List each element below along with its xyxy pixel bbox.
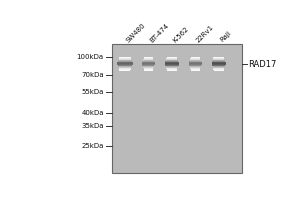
Bar xyxy=(165,64,179,65)
Bar xyxy=(190,66,201,67)
Bar xyxy=(118,65,132,66)
Text: 25kDa: 25kDa xyxy=(81,143,104,149)
Bar xyxy=(166,59,177,60)
Text: 70kDa: 70kDa xyxy=(81,72,104,78)
Bar xyxy=(144,57,153,58)
Bar xyxy=(190,60,201,61)
Bar xyxy=(144,57,153,58)
Text: Raji: Raji xyxy=(219,30,232,43)
Bar xyxy=(117,63,133,64)
Bar xyxy=(190,57,200,58)
Text: 55kDa: 55kDa xyxy=(81,89,104,95)
Bar xyxy=(165,63,179,64)
Bar xyxy=(165,65,178,66)
Bar xyxy=(118,61,132,62)
Bar xyxy=(166,67,178,68)
Bar xyxy=(190,68,200,69)
Bar xyxy=(190,67,200,68)
Bar xyxy=(189,61,201,62)
Bar xyxy=(165,61,178,62)
Bar xyxy=(213,66,225,67)
Bar xyxy=(167,70,177,71)
Bar xyxy=(214,57,224,58)
Text: K-562: K-562 xyxy=(172,25,190,43)
Bar xyxy=(117,62,133,63)
Bar xyxy=(212,63,226,64)
Bar xyxy=(119,69,130,70)
Bar xyxy=(119,57,130,58)
Bar xyxy=(118,66,132,67)
Text: 100kDa: 100kDa xyxy=(76,54,104,60)
Bar xyxy=(213,58,224,59)
Bar xyxy=(143,58,153,59)
Text: SW480: SW480 xyxy=(125,22,147,43)
Bar xyxy=(190,57,200,58)
Bar xyxy=(143,60,154,61)
Bar xyxy=(119,59,131,60)
Bar xyxy=(166,60,178,61)
Text: RAD17: RAD17 xyxy=(248,60,276,69)
Bar xyxy=(212,61,225,62)
Bar xyxy=(167,58,177,59)
Bar xyxy=(214,70,224,71)
Bar xyxy=(189,62,202,63)
Text: 35kDa: 35kDa xyxy=(81,123,104,129)
Bar xyxy=(142,61,154,62)
Bar xyxy=(213,59,224,60)
Bar xyxy=(213,60,225,61)
Bar xyxy=(212,65,225,66)
Bar xyxy=(144,70,153,71)
Bar xyxy=(212,64,226,65)
Bar xyxy=(190,58,200,59)
Bar xyxy=(189,64,202,65)
Bar xyxy=(167,68,177,69)
Bar xyxy=(142,63,155,64)
Bar xyxy=(189,63,202,64)
Bar xyxy=(167,57,177,58)
Bar xyxy=(143,66,154,67)
Bar xyxy=(142,65,154,66)
Bar xyxy=(118,60,132,61)
Text: BT-474: BT-474 xyxy=(148,22,170,43)
Bar xyxy=(213,68,224,69)
Bar xyxy=(190,70,200,71)
Bar xyxy=(112,44,242,173)
Bar xyxy=(119,57,130,58)
Bar xyxy=(117,64,133,65)
Bar xyxy=(167,57,177,58)
Bar xyxy=(190,59,200,60)
Text: 40kDa: 40kDa xyxy=(81,110,104,116)
Bar xyxy=(190,69,200,70)
Bar xyxy=(165,62,179,63)
Bar xyxy=(189,65,201,66)
Text: 22Rv1: 22Rv1 xyxy=(195,23,215,43)
Bar xyxy=(166,66,178,67)
Bar xyxy=(143,59,153,60)
Bar xyxy=(118,67,131,68)
Bar xyxy=(142,62,155,63)
Bar xyxy=(214,57,224,58)
Bar xyxy=(119,70,130,71)
Bar xyxy=(119,58,131,59)
Bar xyxy=(142,64,155,65)
Bar xyxy=(213,67,224,68)
Bar xyxy=(143,68,153,69)
Bar xyxy=(143,67,154,68)
Bar xyxy=(167,69,177,70)
Bar xyxy=(144,69,153,70)
Bar xyxy=(214,69,224,70)
Bar xyxy=(212,62,226,63)
Bar xyxy=(119,68,131,69)
